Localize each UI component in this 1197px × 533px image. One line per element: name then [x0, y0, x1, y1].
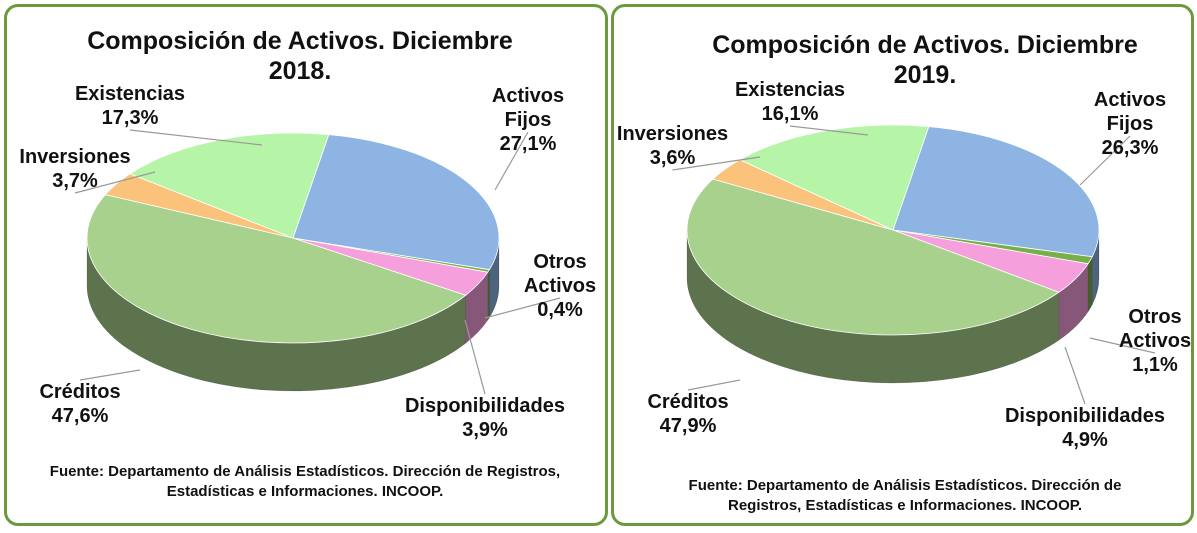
leader-line: [789, 125, 869, 136]
category-label: Otros Activos: [1118, 306, 1192, 352]
leader-line: [484, 297, 561, 319]
value-label: 47,9%: [659, 415, 717, 437]
data-label: Créditos 47,9%: [638, 390, 738, 438]
slice: [686, 178, 1060, 336]
data-label: Otros Activos 0,4%: [515, 250, 605, 322]
value-label: 17,3%: [101, 107, 159, 129]
leader-line: [1079, 135, 1131, 186]
category-label: Créditos: [647, 391, 729, 413]
value-label: 3,9%: [462, 419, 508, 441]
value-label: 3,6%: [649, 147, 696, 169]
category-label: Otros Activos: [523, 251, 597, 297]
value-label: 0,4%: [537, 299, 583, 321]
category-label: Créditos: [39, 381, 121, 403]
value-label: 47,6%: [51, 405, 109, 427]
leader-line: [74, 171, 156, 194]
chart-title: Composición de Activos. Diciembre 2019.: [712, 31, 1138, 89]
data-label: Activos Fijos 27,1%: [478, 84, 578, 156]
leader-line: [687, 379, 741, 391]
leader-line: [79, 369, 141, 381]
category-label: Activos Fijos: [491, 85, 565, 131]
category-label: Inversiones: [616, 123, 729, 145]
value-label: 1,1%: [1132, 354, 1178, 376]
value-label: 27,1%: [499, 133, 557, 155]
category-label: Disponibilidades: [404, 395, 566, 417]
source-note: Fuente: Departamento de Análisis Estadís…: [688, 477, 1122, 514]
data-label: Otros Activos 1,1%: [1110, 305, 1197, 377]
value-label: 16,1%: [761, 103, 819, 125]
data-label: Existencias 16,1%: [720, 78, 860, 126]
slice: [892, 126, 1100, 258]
slice-side: [1087, 256, 1093, 313]
data-label: Disponibilidades 3,9%: [395, 394, 575, 442]
category-label: Existencias: [74, 83, 186, 105]
slice: [86, 194, 467, 344]
category-label: Inversiones: [19, 146, 131, 168]
category-label: Activos Fijos: [1093, 89, 1167, 135]
leader-line: [129, 129, 263, 146]
leader-line: [1064, 346, 1086, 405]
data-label: Inversiones 3,7%: [15, 145, 135, 193]
leader-line: [1089, 337, 1156, 354]
leader-line: [464, 319, 486, 395]
value-label: 4,9%: [1062, 429, 1108, 451]
source-note: Fuente: Departamento de Análisis Estadís…: [49, 463, 561, 500]
data-label: Inversiones 3,6%: [615, 122, 730, 170]
data-label: Disponibilidades 4,9%: [995, 404, 1175, 452]
value-label: 26,3%: [1101, 137, 1159, 159]
data-label: Activos Fijos 26,3%: [1080, 88, 1180, 160]
leader-line: [672, 156, 761, 171]
category-label: Existencias: [734, 79, 846, 101]
data-label: Existencias 17,3%: [60, 82, 200, 130]
leader-line: [494, 131, 529, 191]
data-label: Créditos 47,6%: [30, 380, 130, 428]
category-label: Disponibilidades: [1004, 405, 1166, 427]
value-label: 3,7%: [52, 170, 98, 192]
chart-title: Composición de Activos. Diciembre 2018.: [87, 27, 513, 85]
slice: [292, 134, 500, 271]
